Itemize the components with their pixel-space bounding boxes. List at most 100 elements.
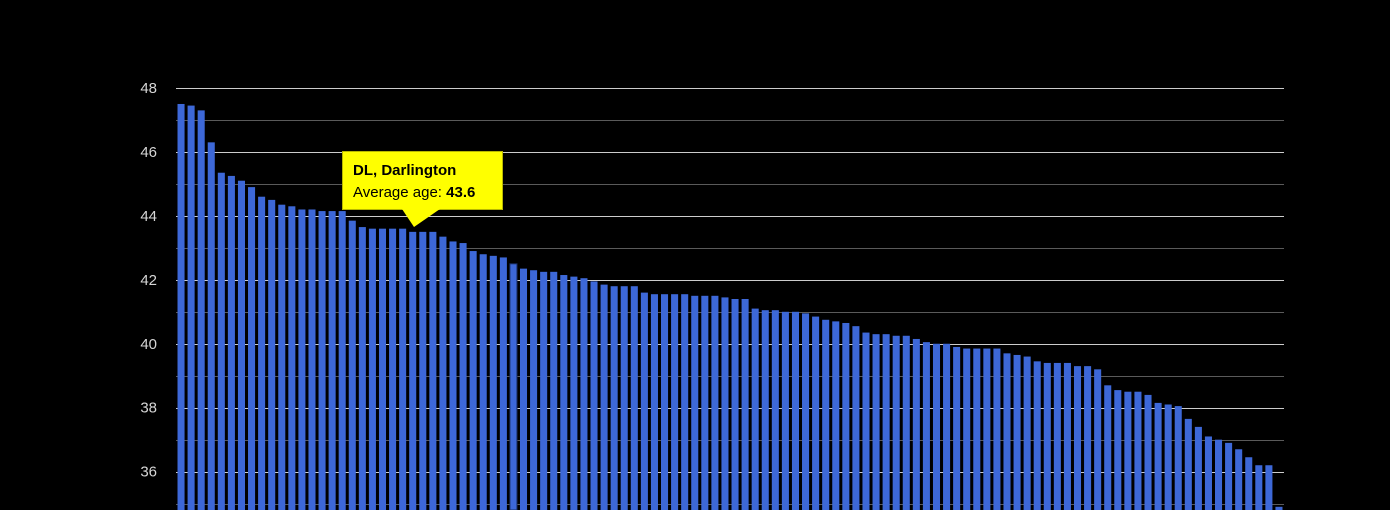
bar[interactable] bbox=[832, 321, 840, 510]
bar[interactable] bbox=[1154, 402, 1162, 510]
bar[interactable] bbox=[671, 294, 679, 510]
bar[interactable] bbox=[469, 251, 477, 510]
bar[interactable] bbox=[1174, 406, 1182, 510]
bar[interactable] bbox=[610, 286, 618, 510]
bar[interactable] bbox=[1265, 465, 1273, 510]
bar[interactable] bbox=[1275, 506, 1283, 510]
bar-highlighted[interactable] bbox=[509, 263, 518, 510]
bar[interactable] bbox=[1023, 356, 1031, 510]
bar[interactable] bbox=[650, 294, 658, 510]
bar[interactable] bbox=[1043, 362, 1051, 510]
bar[interactable] bbox=[560, 275, 568, 510]
bar[interactable] bbox=[419, 231, 427, 510]
bar[interactable] bbox=[1215, 439, 1223, 510]
bar[interactable] bbox=[620, 286, 628, 510]
bar[interactable] bbox=[1235, 449, 1243, 510]
bar[interactable] bbox=[1063, 362, 1071, 510]
bar[interactable] bbox=[197, 110, 205, 510]
bar[interactable] bbox=[439, 236, 447, 510]
bar[interactable] bbox=[711, 295, 719, 510]
bar[interactable] bbox=[902, 335, 910, 510]
bar[interactable] bbox=[1094, 369, 1102, 510]
bar[interactable] bbox=[1124, 391, 1132, 510]
bar[interactable] bbox=[409, 231, 417, 510]
bar[interactable] bbox=[681, 294, 689, 510]
bar[interactable] bbox=[308, 209, 316, 510]
bar[interactable] bbox=[429, 231, 437, 510]
bar[interactable] bbox=[550, 271, 558, 510]
bar[interactable] bbox=[973, 348, 981, 510]
bar[interactable] bbox=[932, 343, 941, 510]
bar[interactable] bbox=[822, 319, 830, 510]
bar[interactable] bbox=[852, 326, 860, 510]
bar[interactable] bbox=[731, 299, 739, 510]
bar[interactable] bbox=[812, 316, 820, 510]
bar[interactable] bbox=[227, 175, 235, 510]
bar[interactable] bbox=[630, 286, 638, 510]
bar[interactable] bbox=[953, 346, 961, 510]
bar[interactable] bbox=[348, 220, 356, 510]
bar[interactable] bbox=[1053, 362, 1061, 510]
bar[interactable] bbox=[1225, 442, 1233, 510]
bar[interactable] bbox=[1194, 426, 1202, 510]
bar[interactable] bbox=[771, 310, 779, 510]
bar[interactable] bbox=[399, 228, 407, 510]
bar[interactable] bbox=[177, 103, 185, 510]
bar[interactable] bbox=[892, 335, 900, 510]
bar[interactable] bbox=[741, 299, 749, 510]
bar[interactable] bbox=[187, 105, 195, 510]
bar[interactable] bbox=[298, 209, 306, 510]
bar[interactable] bbox=[580, 278, 588, 510]
bar[interactable] bbox=[590, 281, 598, 510]
bar[interactable] bbox=[1033, 361, 1041, 510]
bar[interactable] bbox=[993, 348, 1001, 510]
bar[interactable] bbox=[368, 228, 376, 510]
bar[interactable] bbox=[540, 271, 548, 510]
bar[interactable] bbox=[318, 211, 326, 510]
bar[interactable] bbox=[489, 255, 497, 510]
bar[interactable] bbox=[761, 310, 769, 510]
bar[interactable] bbox=[358, 227, 366, 510]
bar[interactable] bbox=[751, 308, 759, 510]
bar[interactable] bbox=[328, 211, 336, 510]
bar[interactable] bbox=[378, 228, 387, 510]
bar[interactable] bbox=[1164, 404, 1172, 510]
bar[interactable] bbox=[1245, 457, 1253, 510]
bar[interactable] bbox=[882, 334, 890, 510]
bar[interactable] bbox=[862, 332, 870, 510]
bar[interactable] bbox=[499, 257, 507, 510]
bar[interactable] bbox=[691, 295, 699, 510]
bar[interactable] bbox=[872, 334, 880, 510]
bar[interactable] bbox=[1013, 354, 1021, 510]
bar[interactable] bbox=[217, 172, 225, 510]
bar[interactable] bbox=[791, 311, 799, 510]
bar[interactable] bbox=[288, 206, 296, 510]
bar[interactable] bbox=[1073, 366, 1082, 510]
bar[interactable] bbox=[338, 211, 346, 510]
bar[interactable] bbox=[600, 284, 608, 510]
bar[interactable] bbox=[459, 243, 467, 510]
bar[interactable] bbox=[1134, 391, 1142, 510]
bar[interactable] bbox=[1104, 385, 1112, 510]
bar[interactable] bbox=[1114, 390, 1122, 510]
bar[interactable] bbox=[912, 338, 920, 510]
bar[interactable] bbox=[701, 295, 709, 510]
bar[interactable] bbox=[1144, 394, 1152, 510]
bar[interactable] bbox=[268, 199, 276, 510]
bar[interactable] bbox=[207, 142, 215, 510]
bar[interactable] bbox=[1184, 418, 1192, 510]
bar[interactable] bbox=[640, 292, 648, 510]
bar[interactable] bbox=[802, 313, 810, 510]
bar[interactable] bbox=[278, 204, 286, 510]
bar[interactable] bbox=[983, 348, 991, 510]
bar[interactable] bbox=[449, 241, 457, 510]
bar[interactable] bbox=[1003, 353, 1011, 510]
bar[interactable] bbox=[530, 270, 538, 510]
bar[interactable] bbox=[248, 187, 256, 510]
bar[interactable] bbox=[237, 180, 245, 510]
bar[interactable] bbox=[922, 342, 930, 510]
bar[interactable] bbox=[258, 196, 266, 510]
bar[interactable] bbox=[1204, 436, 1212, 510]
bar[interactable] bbox=[570, 276, 578, 510]
bar[interactable] bbox=[519, 268, 528, 510]
